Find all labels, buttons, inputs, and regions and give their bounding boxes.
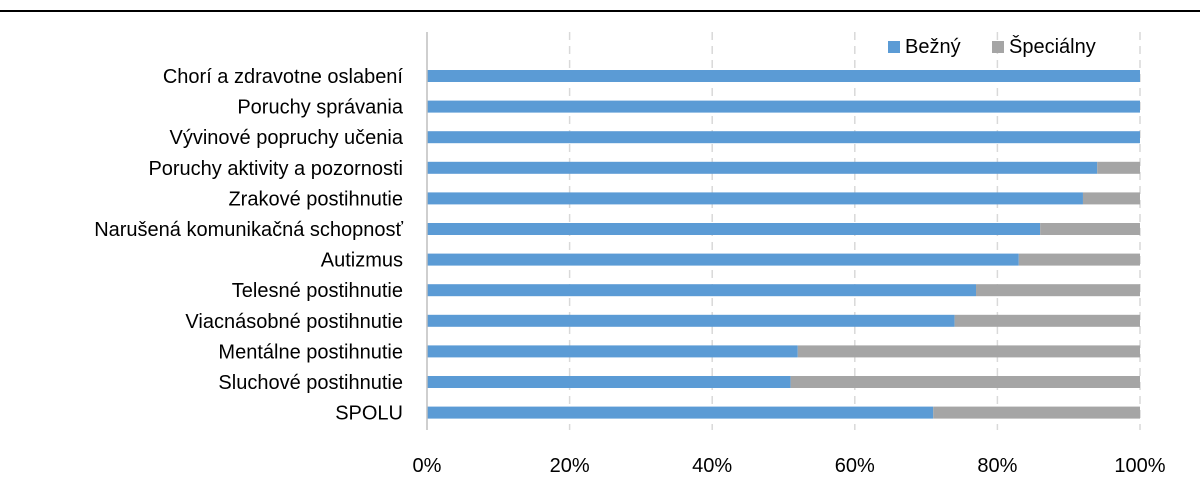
x-tick-label: 80% [977,455,1017,477]
bar-bezny [427,345,798,358]
bar-bezny [427,253,1019,266]
legend[interactable]: Bežný Špeciálny [888,35,1096,58]
category-label: Autizmus [321,250,403,272]
legend-swatch [992,41,1004,53]
bar-specialny [1018,253,1140,266]
bars [427,70,1140,419]
bar-bezny [427,376,791,388]
x-tick-label: 60% [835,455,875,477]
bar-bezny [427,223,1041,235]
category-label: Poruchy aktivity a pozornosti [148,158,403,180]
bar-specialny [1097,161,1140,174]
bar-specialny [790,376,1140,388]
bar-bezny [427,100,1140,113]
bar-bezny [427,192,1083,205]
category-label: SPOLU [335,403,403,425]
bar-specialny [1040,223,1140,235]
category-label: Mentálne postihnutie [218,341,403,363]
category-label: Telesné postihnutie [232,280,403,302]
category-label: Sluchové postihnutie [218,372,403,394]
bar-bezny [427,161,1098,174]
bar-bezny [427,70,1140,82]
x-tick-label: 20% [550,455,590,477]
legend-swatch [888,41,900,53]
bar-bezny [427,284,977,297]
bar-bezny [427,131,1140,144]
x-tick-labels: 0% 20% 40% 60% 80% 100% [413,455,1166,477]
bar-specialny [797,345,1140,358]
category-label: Zrakové postihnutie [228,188,403,210]
bar-bezny [427,406,934,419]
legend-label: Bežný [905,36,961,58]
bar-bezny [427,314,955,327]
bar-specialny [954,314,1140,327]
category-label: Viacnásobné postihnutie [185,311,403,333]
legend-label: Špeciálny [1009,35,1096,58]
bar-specialny [933,406,1140,419]
category-label: Poruchy správania [237,97,404,119]
bar-specialny [1082,192,1140,205]
x-tick-label: 100% [1114,455,1165,477]
category-label: Vývinové popruchy učenia [170,127,404,149]
x-tick-label: 40% [692,455,732,477]
bar-specialny [976,284,1140,297]
top-rule [0,10,1200,12]
category-label: Narušená komunikačná schopnosť [94,219,403,241]
category-label: Chorí a zdravotne oslabení [163,66,404,88]
x-tick-label: 0% [413,455,442,477]
category-labels: Chorí a zdravotne oslabení Poruchy správa… [94,66,404,425]
